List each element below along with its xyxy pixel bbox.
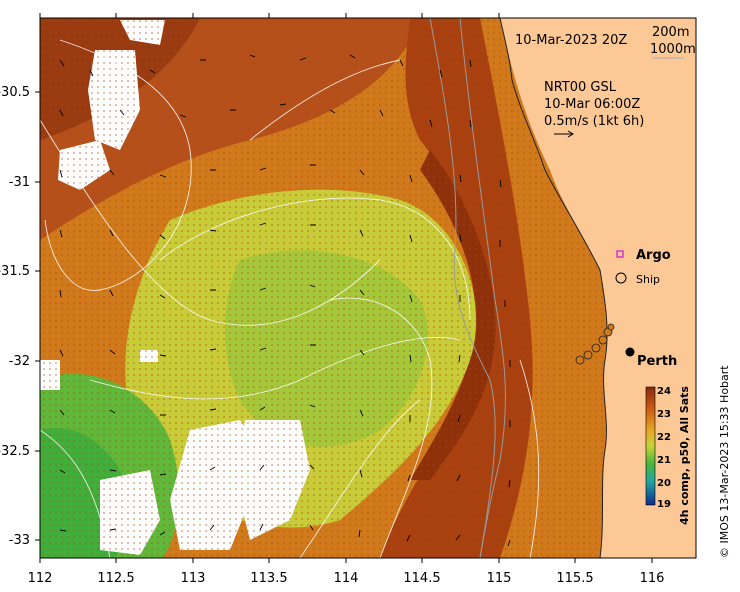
y-tick-label: -32 — [9, 354, 30, 369]
colorbar: 24 23 22 21 20 19 4h comp, p50, All Sats — [645, 386, 691, 525]
current-time: 10-Mar 06:00Z — [544, 97, 640, 112]
x-tick-label: 112.5 — [97, 571, 134, 586]
y-tick-label: -32.5 — [0, 444, 30, 459]
x-tick-label: 113 — [181, 571, 206, 586]
colorbar-title: 4h comp, p50, All Sats — [678, 386, 691, 525]
credit-text: © IMOS 13-Mar-2023 15:33 Hobart — [718, 365, 731, 558]
plot-frame — [39, 17, 697, 559]
x-tick-label: 113.5 — [250, 571, 287, 586]
y-tick-label: -31.5 — [0, 264, 30, 279]
colorbar-tick: 22 — [657, 432, 671, 443]
contour-legend-200m: 200m — [652, 25, 689, 40]
y-tick-label: -33 — [9, 533, 30, 548]
x-tick-label: 114.5 — [403, 571, 440, 586]
current-source: NRT00 GSL — [544, 80, 617, 95]
city-label-perth: Perth — [637, 354, 677, 369]
colorbar-tick: 21 — [657, 455, 671, 466]
x-tick-label: 112 — [28, 571, 53, 586]
vector-scale-label: 0.5m/s (1kt 6h) — [544, 114, 644, 129]
colorbar-tick: 23 — [657, 409, 671, 420]
legend-ship: Ship — [636, 273, 660, 286]
y-tick-label: -30.5 — [0, 85, 30, 100]
y-axis: -30.5 -31 -31.5 -32 -32.5 -33 — [0, 85, 40, 548]
legend-argo: Argo — [636, 248, 671, 263]
perth-marker — [625, 347, 635, 357]
x-axis: 112 112.5 113 113.5 114 114.5 115 115.5 … — [28, 13, 665, 586]
ship-marker-icon — [615, 272, 627, 284]
x-tick-label: 115.5 — [556, 571, 593, 586]
argo-marker-icon — [616, 250, 624, 258]
colorbar-tick: 24 — [657, 386, 671, 397]
x-tick-label: 116 — [640, 571, 665, 586]
ship-track — [575, 323, 615, 365]
vector-scale-arrow — [554, 130, 574, 138]
current-vectors — [59, 54, 511, 547]
colorbar-tick: 19 — [657, 499, 671, 510]
contour-legend-1000m: 1000m — [650, 42, 696, 57]
date-label: 10-Mar-2023 20Z — [515, 33, 627, 48]
x-tick-label: 115 — [487, 571, 512, 586]
y-tick-label: -31 — [9, 175, 30, 190]
x-tick-label: 114 — [334, 571, 359, 586]
colorbar-tick: 20 — [657, 478, 671, 489]
